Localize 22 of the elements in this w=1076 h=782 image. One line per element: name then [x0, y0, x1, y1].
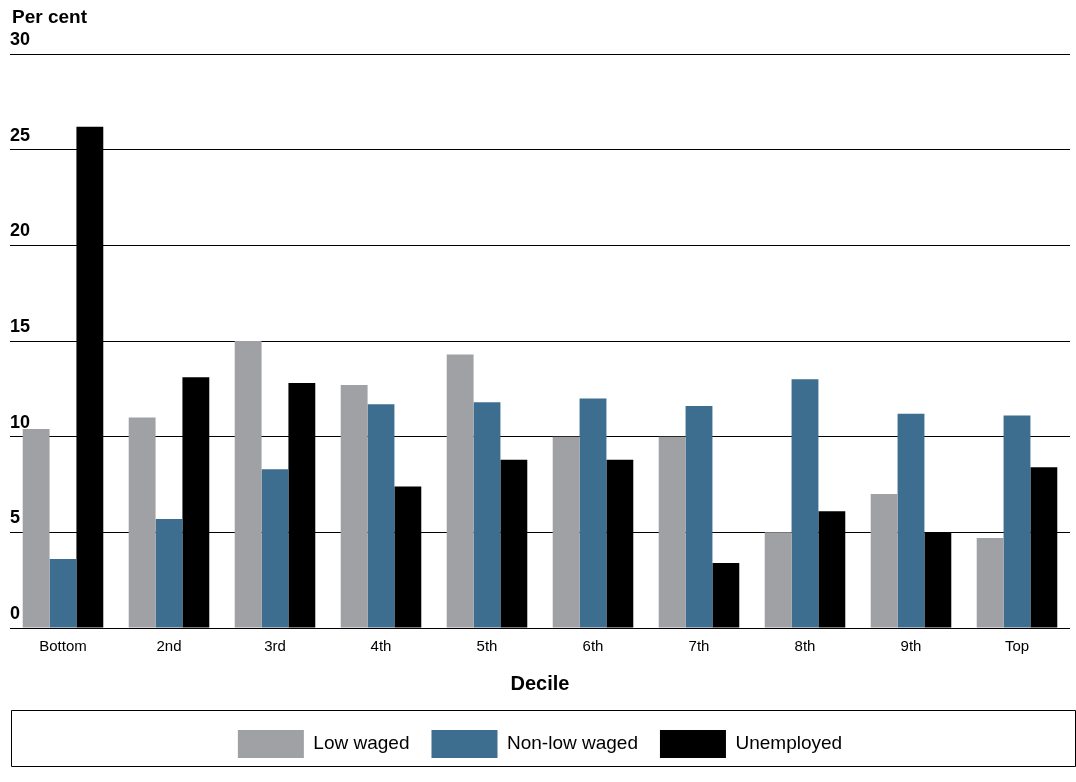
x-tick-label: Bottom	[39, 637, 87, 655]
x-tick-label: Top	[1004, 637, 1030, 655]
x-tick-label: 3rd	[264, 637, 286, 655]
x-tick-label: 5th	[476, 637, 498, 655]
x-tick-label: 7th	[688, 637, 710, 655]
x-tick-label: 9th	[900, 637, 922, 655]
x-tick-label: 2nd	[156, 637, 182, 655]
y-tick-label: 20	[10, 220, 31, 241]
x-tick-label: 6th	[582, 637, 604, 655]
y-tick-label: 5	[10, 507, 21, 528]
legend-label: Low waged	[313, 732, 410, 754]
x-tick-label: 4th	[370, 637, 392, 655]
y-tick-label: 0	[10, 602, 21, 623]
y-tick-label: 25	[10, 124, 31, 145]
y-tick-label: 15	[10, 315, 31, 336]
x-tick-label: 8th	[794, 637, 816, 655]
y-tick-label: 30	[10, 28, 31, 49]
y-axis-title: Per cent	[12, 6, 87, 28]
legend-label: Non-low waged	[507, 732, 638, 754]
x-axis-title: Decile	[510, 671, 570, 694]
legend-label: Unemployed	[735, 732, 843, 754]
y-tick-label: 10	[10, 411, 31, 432]
